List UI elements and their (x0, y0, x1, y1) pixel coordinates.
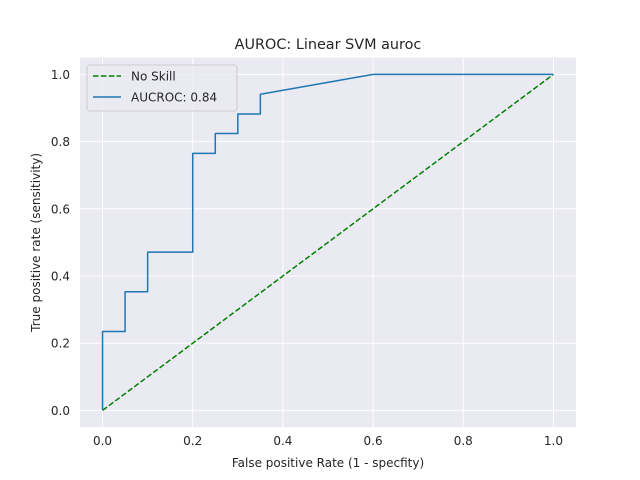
x-tick-label: 0.4 (273, 434, 292, 448)
y-tick-label: 0.0 (51, 404, 70, 418)
tick-labels: 0.0 0.2 0.4 0.6 0.8 1.0 0.0 0.2 0.4 0.6 0.8 1.0 (51, 68, 563, 448)
legend: No Skill AUCROC: 0.84 (86, 64, 238, 112)
roc-curve-line (101, 73, 554, 411)
y-tick-label: 0.6 (51, 202, 70, 216)
x-tick-label: 1.0 (544, 434, 563, 448)
legend-label-aucroc: AUCROC: 0.84 (131, 91, 217, 105)
y-axis-label: True positive rate (sensitivity) (29, 153, 43, 333)
y-tick-label: 1.0 (51, 68, 70, 82)
x-tick-label: 0.0 (93, 434, 112, 448)
y-tick-label: 0.4 (51, 270, 70, 284)
y-tick-label: 0.8 (51, 135, 70, 149)
grid-lines (80, 57, 576, 428)
chart-title: AUROC: Linear SVM auroc (235, 37, 422, 53)
x-tick-label: 0.8 (454, 434, 473, 448)
x-tick-label: 0.2 (183, 434, 202, 448)
x-tick-label: 0.6 (364, 434, 383, 448)
legend-box (86, 64, 238, 112)
x-axis-label: False positive Rate (1 - specfity) (232, 456, 424, 470)
series-layer (101, 73, 554, 412)
legend-label-no-skill: No Skill (131, 70, 176, 84)
y-tick-label: 0.2 (51, 337, 70, 351)
no-skill-line (102, 73, 554, 412)
